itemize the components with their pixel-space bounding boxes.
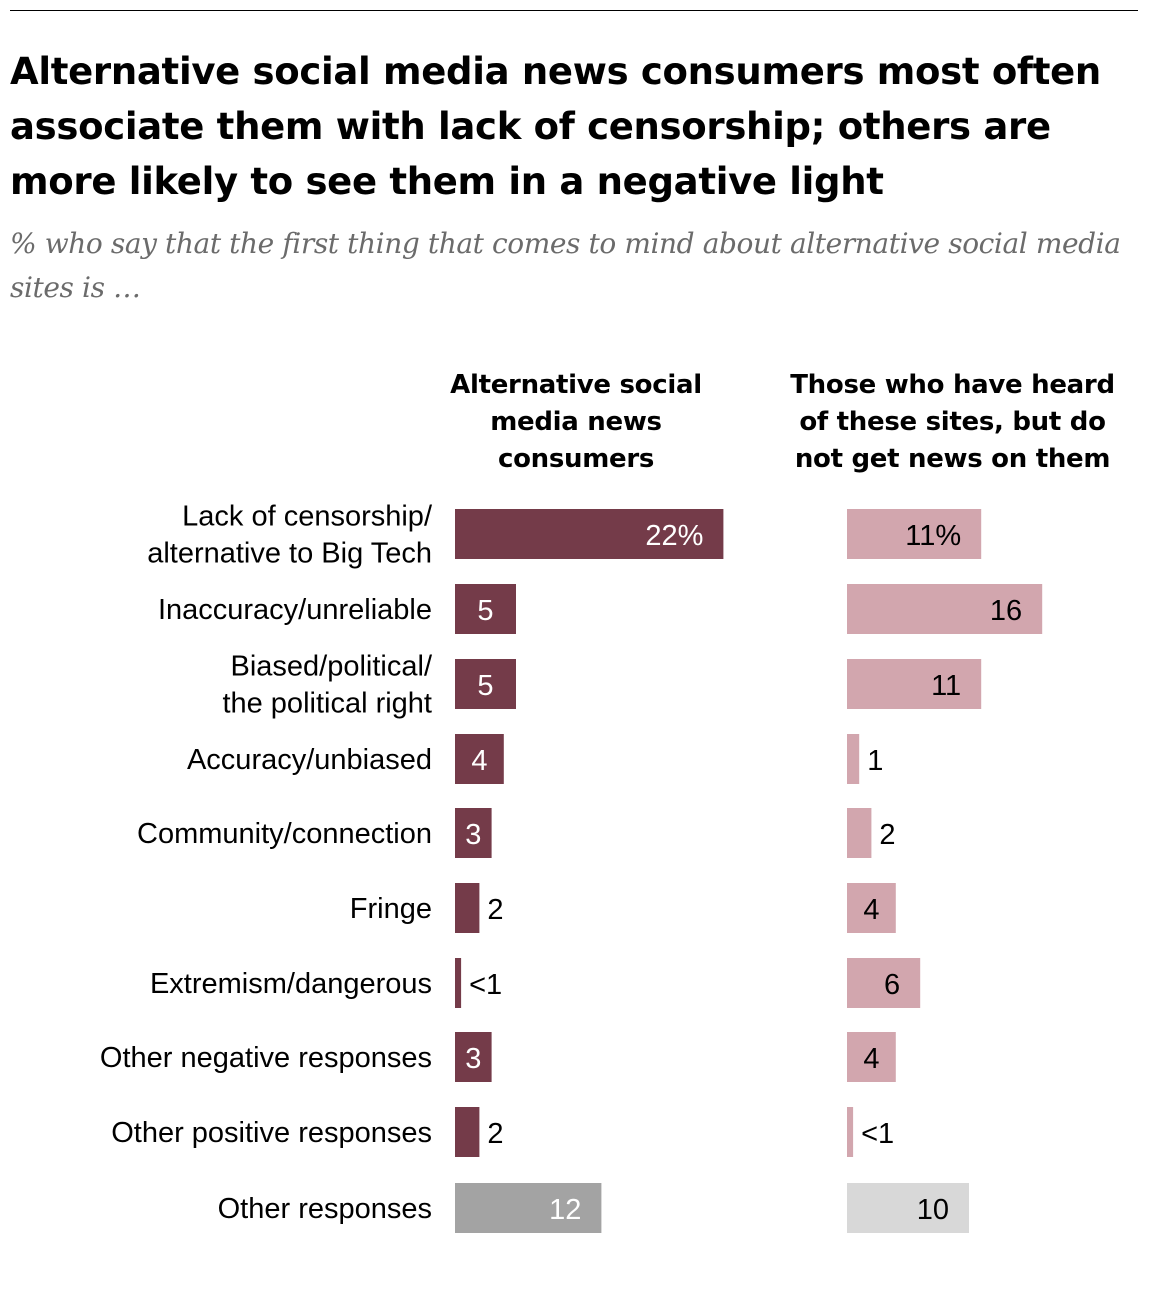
- column-header-news-consumers: Alternative social media news consumers: [440, 367, 712, 478]
- column-header-line: of these sites, but do: [799, 407, 1106, 437]
- category-label: Community/connection: [137, 818, 432, 850]
- value-label: 2: [487, 1118, 503, 1150]
- bar: [455, 1183, 602, 1233]
- bar: [455, 1032, 492, 1082]
- bar: [847, 958, 921, 1008]
- value-label: <1: [861, 1118, 894, 1150]
- top-rule: [10, 10, 1138, 11]
- value-label: <1: [469, 969, 502, 1001]
- bar: [847, 584, 1043, 634]
- column-header-line: Alternative social: [450, 370, 702, 400]
- bar: [847, 659, 982, 709]
- bar: [847, 1107, 854, 1157]
- category-label: Fringe: [350, 893, 432, 925]
- chart-subtitle: % who say that the first thing that come…: [10, 227, 1121, 304]
- bar: [847, 883, 896, 933]
- value-label: 5: [477, 595, 493, 627]
- bar: [455, 958, 462, 1008]
- value-label: 2: [487, 894, 503, 926]
- bar: [847, 509, 982, 559]
- value-label: 2: [879, 819, 895, 851]
- category-label: the political right: [222, 688, 432, 720]
- value-label: 4: [863, 894, 879, 926]
- value-label: 22%: [645, 520, 703, 552]
- bar: [455, 584, 516, 634]
- bar: [847, 1183, 969, 1233]
- bar: [455, 883, 480, 933]
- category-label: Biased/political/: [231, 651, 433, 683]
- value-label: 10: [917, 1194, 949, 1226]
- bar: [455, 734, 504, 784]
- value-label: 11: [931, 670, 961, 702]
- bar: [455, 659, 516, 709]
- column-header-line: Those who have heard: [790, 370, 1115, 400]
- category-label: Lack of censorship/: [182, 501, 433, 533]
- column-header-line: consumers: [497, 444, 655, 474]
- category-label: Other negative responses: [100, 1042, 432, 1074]
- value-label: 4: [471, 745, 487, 777]
- bar: [847, 808, 872, 858]
- value-label: 3: [465, 1043, 481, 1075]
- value-label: 16: [990, 595, 1022, 627]
- value-label: 5: [477, 670, 493, 702]
- value-label: 12: [549, 1194, 581, 1226]
- value-label: 1: [867, 745, 883, 777]
- bar: [455, 1107, 480, 1157]
- category-label: Other responses: [218, 1193, 432, 1225]
- chart-title: Alternative social media news consumers …: [10, 50, 1101, 203]
- category-label: Accuracy/unbiased: [187, 744, 432, 776]
- category-label: alternative to Big Tech: [147, 538, 432, 570]
- bar: [847, 1032, 896, 1082]
- value-label: 11%: [905, 520, 961, 552]
- column-header-heard-not-news: Those who have heard of these sites, but…: [760, 367, 1145, 478]
- bar: [455, 808, 492, 858]
- value-label: 6: [884, 969, 900, 1001]
- column-header-line: media news: [490, 407, 662, 437]
- bar: [847, 734, 860, 784]
- category-label: Extremism/dangerous: [150, 968, 432, 1000]
- value-label: 3: [465, 819, 481, 851]
- bar: [455, 509, 724, 559]
- column-header-line: not get news on them: [794, 444, 1111, 474]
- category-label: Other positive responses: [111, 1117, 432, 1149]
- value-label: 4: [863, 1043, 879, 1075]
- category-label: Inaccuracy/unreliable: [158, 594, 432, 626]
